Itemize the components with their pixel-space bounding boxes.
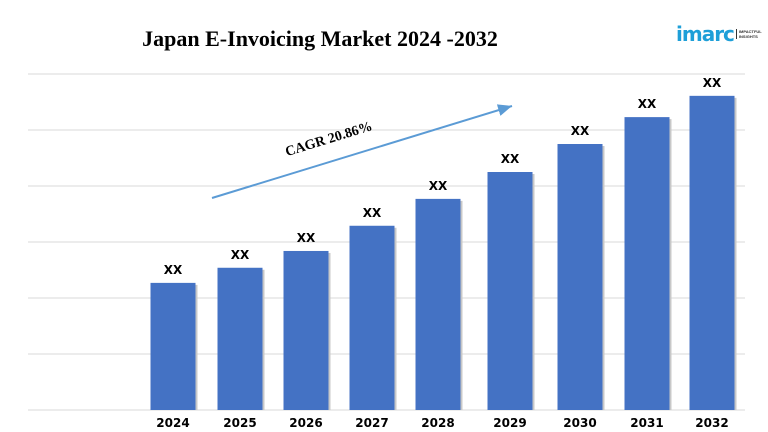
data-label: XX	[363, 206, 382, 220]
data-label: XX	[164, 263, 183, 277]
x-tick-label: 2025	[223, 416, 256, 430]
bar-2031	[624, 117, 670, 411]
x-tick-label: 2024	[156, 416, 189, 430]
x-tick-label: 2026	[289, 416, 322, 430]
x-tick-label: 2028	[421, 416, 454, 430]
data-label: XX	[297, 231, 316, 245]
chart-title: Japan E-Invoicing Market 2024 -2032	[142, 26, 498, 51]
logo-word: imarc	[676, 22, 735, 46]
data-label: XX	[571, 124, 590, 138]
x-tick-labels: 2024 2025 2026 2027 2028 2029 2030 2031 2032	[156, 416, 728, 430]
bar-2032	[689, 95, 735, 410]
data-label: XX	[703, 76, 722, 90]
x-tick-label: 2027	[355, 416, 388, 430]
bar-2026	[283, 250, 329, 410]
logo-tagline-2: INSIGHTS	[738, 34, 758, 39]
bars	[150, 95, 737, 411]
imarc-logo: imarc IMPACTFUL INSIGHTS	[676, 22, 762, 46]
cagr-arrow	[211, 104, 513, 199]
bar-2027	[349, 225, 395, 410]
x-tick-label: 2030	[563, 416, 596, 430]
x-tick-label: 2031	[630, 416, 663, 430]
bar-2024	[150, 282, 196, 410]
data-label: XX	[501, 152, 520, 166]
logo-tagline: IMPACTFUL INSIGHTS	[735, 29, 762, 39]
data-label: XX	[638, 97, 657, 111]
data-labels: XX XX XX XX XX XX XX XX XX	[164, 76, 722, 277]
x-tick-label: 2032	[695, 416, 728, 430]
cagr-label: CAGR 20.86%	[284, 119, 375, 160]
bar-2028	[415, 198, 461, 410]
bar-2030	[557, 144, 603, 410]
x-tick-label: 2029	[493, 416, 526, 430]
logo-tagline-1: IMPACTFUL	[738, 29, 762, 34]
data-label: XX	[429, 179, 448, 193]
data-label: XX	[231, 248, 250, 262]
bar-2025	[217, 267, 263, 410]
bar-2029	[487, 172, 533, 410]
